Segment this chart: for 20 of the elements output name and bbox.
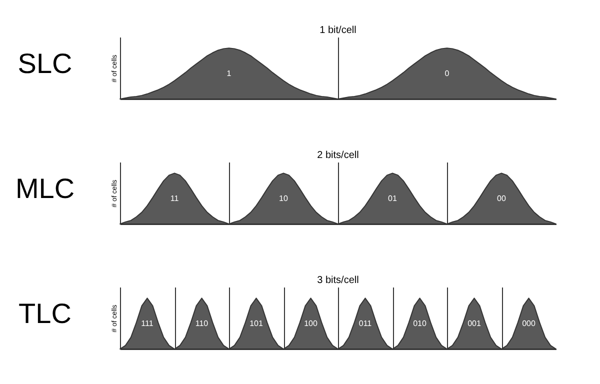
annotation: 000	[522, 319, 536, 328]
annotation: 10	[279, 194, 288, 204]
chart-title: 3 bits/cell	[317, 275, 359, 286]
annotation: 1	[226, 69, 232, 78]
chart-title: 1 bit/cell	[320, 25, 356, 36]
annotation: 110	[195, 319, 209, 328]
text: SLC	[18, 48, 72, 79]
chart-title: 2 bits/cell	[317, 150, 359, 161]
annotation: 111	[141, 319, 154, 328]
text: TLC	[18, 298, 72, 329]
annotation: 011	[358, 319, 372, 328]
annotation: 100	[304, 319, 318, 328]
annotation: 11	[170, 194, 180, 204]
annotation: 00	[497, 194, 506, 204]
annotation: 001	[468, 319, 482, 328]
annotation: 010	[413, 319, 427, 328]
annotation: 0	[444, 69, 450, 78]
text: MLC	[15, 172, 75, 204]
annotation: 101	[250, 319, 264, 328]
annotation: 01	[388, 194, 398, 204]
